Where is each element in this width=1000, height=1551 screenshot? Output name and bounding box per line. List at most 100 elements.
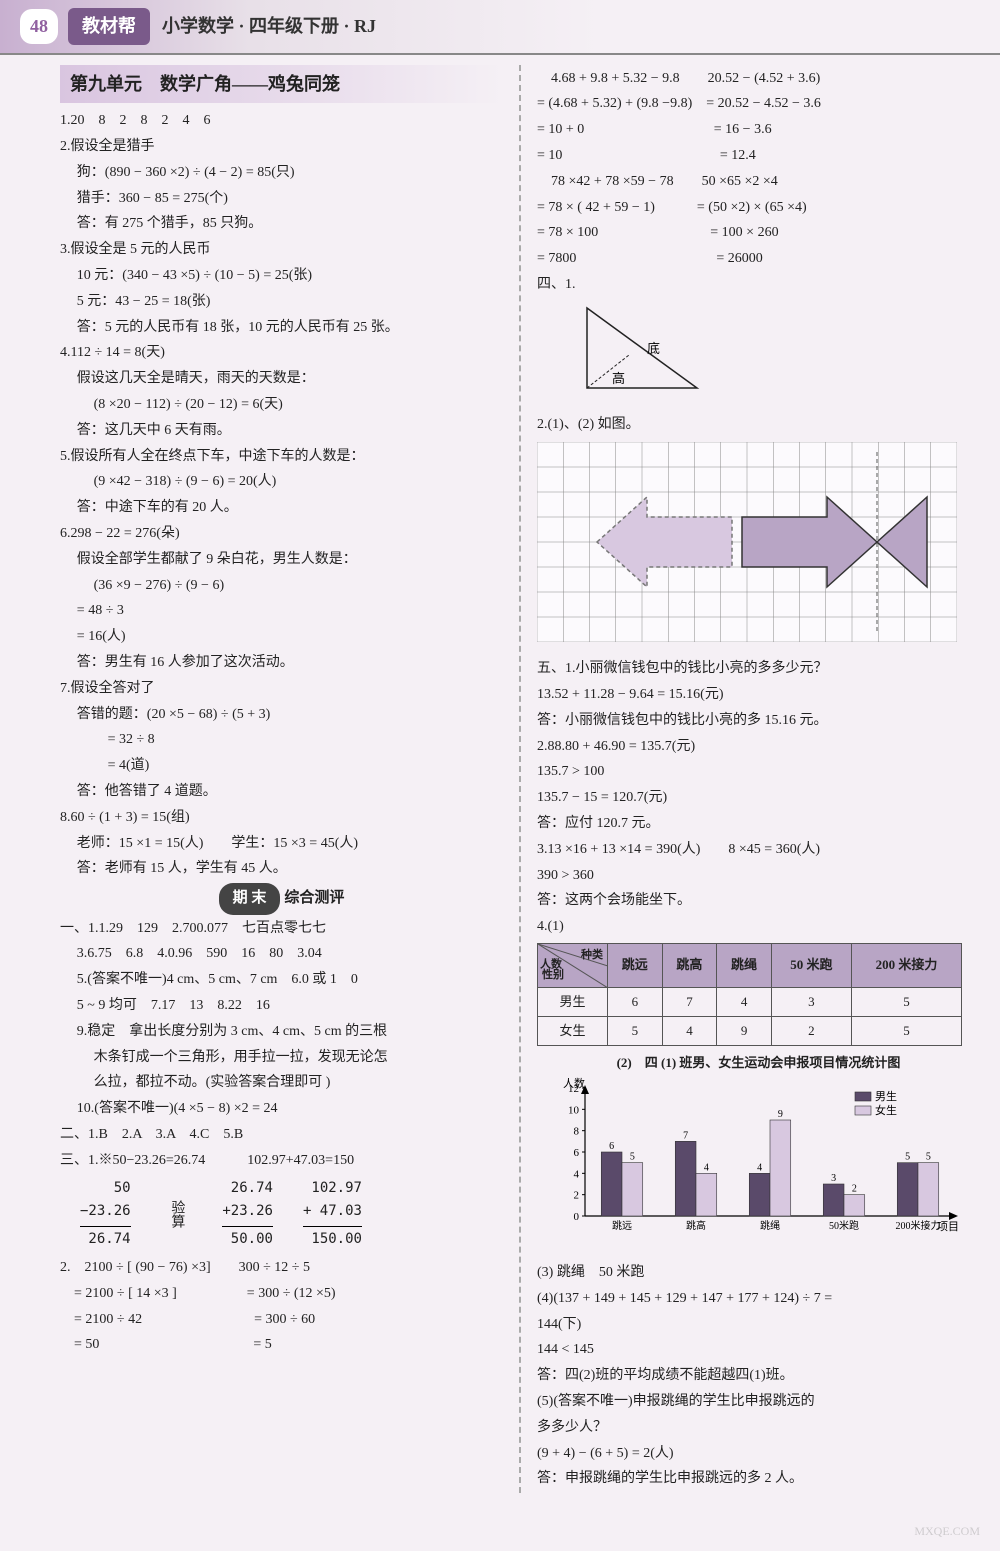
svg-text:4: 4	[704, 1163, 709, 1174]
text-line: 78 ×42 + 78 ×59 − 78 50 ×65 ×2 ×4	[537, 170, 980, 194]
text-line: 10.(答案不唯一)(4 ×5 − 8) ×2 = 24	[60, 1097, 503, 1121]
cell: 4	[717, 987, 772, 1016]
text-line: 四、1.	[537, 273, 980, 297]
svg-text:0: 0	[574, 1211, 580, 1223]
table-row: 男生 6 7 4 3 5	[538, 987, 962, 1016]
text-line: 5 ~ 9 均可 7.17 13 8.22 16	[60, 994, 503, 1018]
content-area: 第九单元 数学广角——鸡兔同笼 1.20 8 2 8 2 4 6 2.假设全是猎…	[0, 55, 1000, 1518]
text-line: 一、1.1.29 129 2.700.077 七百点零七七	[60, 917, 503, 941]
vcalc-b: 26.74 +23.26 50.00	[222, 1177, 273, 1252]
brand-badge: 教材帮	[68, 8, 150, 45]
text-line: 2. 2100 ÷ [ (90 − 76) ×3] 300 ÷ 12 ÷ 5	[60, 1256, 503, 1280]
text-line: 答：申报跳绳的学生比申报跳远的多 2 人。	[537, 1467, 980, 1491]
text-line: 135.7 > 100	[537, 760, 980, 784]
text-line: 3.假设全是 5 元的人民币	[60, 238, 503, 262]
calc-row: + 47.03	[303, 1200, 362, 1224]
text-line: 猎手：360 − 85 = 275(个)	[60, 187, 503, 211]
arrow-grid-diagram	[537, 442, 957, 642]
svg-text:跳绳: 跳绳	[760, 1219, 780, 1232]
calc-row: 26.74	[80, 1226, 131, 1252]
cell: 7	[662, 987, 717, 1016]
text-line: 2.(1)、(2) 如图。	[537, 413, 980, 437]
triangle-diagram: 底 高	[567, 303, 707, 398]
svg-text:6: 6	[574, 1147, 580, 1159]
svg-text:女生: 女生	[875, 1103, 897, 1117]
svg-text:高: 高	[612, 371, 625, 386]
row-label: 女生	[538, 1017, 608, 1046]
text-line: (3) 跳绳 50 米跑	[537, 1261, 980, 1285]
text-line: 6.298 − 22 = 276(朵)	[60, 522, 503, 546]
cell: 6	[608, 987, 663, 1016]
text-line: 2.88.80 + 46.90 = 135.7(元)	[537, 735, 980, 759]
calc-row: 26.74	[222, 1177, 273, 1201]
text-line: 3.13 ×16 + 13 ×14 = 390(人) 8 ×45 = 360(人…	[537, 838, 980, 862]
text-line: 木条钉成一个三角形，用手拉一拉，发现无论怎	[60, 1046, 503, 1070]
text-line: 144(下)	[537, 1313, 980, 1337]
calc-row: 102.97	[303, 1177, 362, 1201]
text-line: 多多少人？	[537, 1416, 980, 1440]
svg-text:5: 5	[926, 1152, 931, 1163]
svg-text:跳高: 跳高	[686, 1219, 706, 1232]
table-diag-header: 种类 人数 性别	[538, 943, 608, 987]
cell: 9	[717, 1017, 772, 1046]
text-line: 1.20 8 2 8 2 4 6	[60, 109, 503, 133]
svg-text:50米跑: 50米跑	[829, 1219, 859, 1232]
table-col: 跳高	[662, 943, 717, 987]
text-line: 5 元：43 − 25 = 18(张)	[60, 290, 503, 314]
text-line: (4)(137 + 149 + 145 + 129 + 147 + 177 + …	[537, 1287, 980, 1311]
svg-text:人数: 人数	[563, 1077, 585, 1090]
svg-text:5: 5	[630, 1152, 635, 1163]
cell: 3	[771, 987, 851, 1016]
column-divider	[519, 65, 521, 1494]
page-number: 48	[20, 9, 58, 44]
text-line: 答：应付 120.7 元。	[537, 812, 980, 836]
text-line: 4.112 ÷ 14 = 8(天)	[60, 341, 503, 365]
watermark: MXQE.COM	[914, 1521, 980, 1541]
text-line: 144 < 145	[537, 1338, 980, 1362]
text-line: 135.7 − 15 = 120.7(元)	[537, 786, 980, 810]
text-line: (5)(答案不唯一)申报跳绳的学生比申报跳远的	[537, 1390, 980, 1414]
text-line: (36 ×9 − 276) ÷ (9 − 6)	[60, 574, 503, 598]
svg-text:9: 9	[778, 1109, 783, 1120]
chart-title: (2) 四 (1) 班男、女生运动会申报项目情况统计图	[537, 1052, 980, 1074]
unit-title: 第九单元 数学广角——鸡兔同笼	[60, 65, 503, 104]
svg-text:5: 5	[905, 1152, 910, 1163]
text-line: 4.68 + 9.8 + 5.32 − 9.8 20.52 − (4.52 + …	[537, 67, 980, 91]
svg-text:底: 底	[647, 341, 660, 356]
table-col: 跳远	[608, 943, 663, 987]
text-line: (9 ×42 − 318) ÷ (9 − 6) = 20(人)	[60, 470, 503, 494]
text-line: = 2100 ÷ [ 14 ×3 ] = 300 ÷ (12 ×5)	[60, 1282, 503, 1306]
text-line: 390 > 360	[537, 864, 980, 888]
text-line: = (4.68 + 5.32) + (9.8 −9.8) = 20.52 − 4…	[537, 92, 980, 116]
text-line: 2.假设全是猎手	[60, 135, 503, 159]
text-line: 10 元：(340 − 43 ×5) ÷ (10 − 5) = 25(张)	[60, 264, 503, 288]
calc-row: +23.26	[222, 1200, 273, 1224]
right-column: 4.68 + 9.8 + 5.32 − 9.8 20.52 − (4.52 + …	[537, 65, 980, 1494]
svg-text:2: 2	[574, 1190, 580, 1202]
text-line: 答：老师有 15 人，学生有 45 人。	[60, 857, 503, 881]
text-line: 二、1.B 2.A 3.A 4.C 5.B	[60, 1123, 503, 1147]
vertical-calc-block: 50 −23.26 26.74 验算 26.74 +23.26 50.00 10…	[80, 1177, 503, 1252]
table-col: 50 米跑	[771, 943, 851, 987]
text-line: 答：5 元的人民币有 18 张，10 元的人民币有 25 张。	[60, 316, 503, 340]
svg-text:10: 10	[568, 1105, 580, 1117]
text-line: 五、1.小丽微信钱包中的钱比小亮的多多少元？	[537, 657, 980, 681]
calc-row: 50	[80, 1177, 131, 1201]
svg-text:4: 4	[757, 1163, 762, 1174]
text-line: = 48 ÷ 3	[60, 599, 503, 623]
vcalc-c: 102.97 + 47.03 150.00	[303, 1177, 362, 1252]
text-line: = 4(道)	[60, 754, 503, 778]
svg-text:6: 6	[609, 1141, 614, 1152]
calc-row: −23.26	[80, 1200, 131, 1224]
svg-text:跳远: 跳远	[612, 1219, 632, 1232]
text-line: = 78 × 100 = 100 × 260	[537, 221, 980, 245]
text-line: = 7800 = 26000	[537, 247, 980, 271]
text-line: = 32 ÷ 8	[60, 728, 503, 752]
page-header: 48 教材帮 小学数学 · 四年级下册 · RJ	[0, 0, 1000, 55]
text-line: = 78 × ( 42 + 59 − 1) = (50 ×2) × (65 ×4…	[537, 196, 980, 220]
text-line: 三、1.※50−23.26=26.74 102.97+47.03=150	[60, 1149, 503, 1173]
text-line: 13.52 + 11.28 − 9.64 = 15.16(元)	[537, 683, 980, 707]
badge-tail: 综合测评	[280, 886, 344, 912]
bar-chart: 024681012人数项目65跳远74跳高49跳绳3250米跑55200米接力男…	[545, 1076, 980, 1255]
svg-text:2: 2	[852, 1184, 857, 1195]
